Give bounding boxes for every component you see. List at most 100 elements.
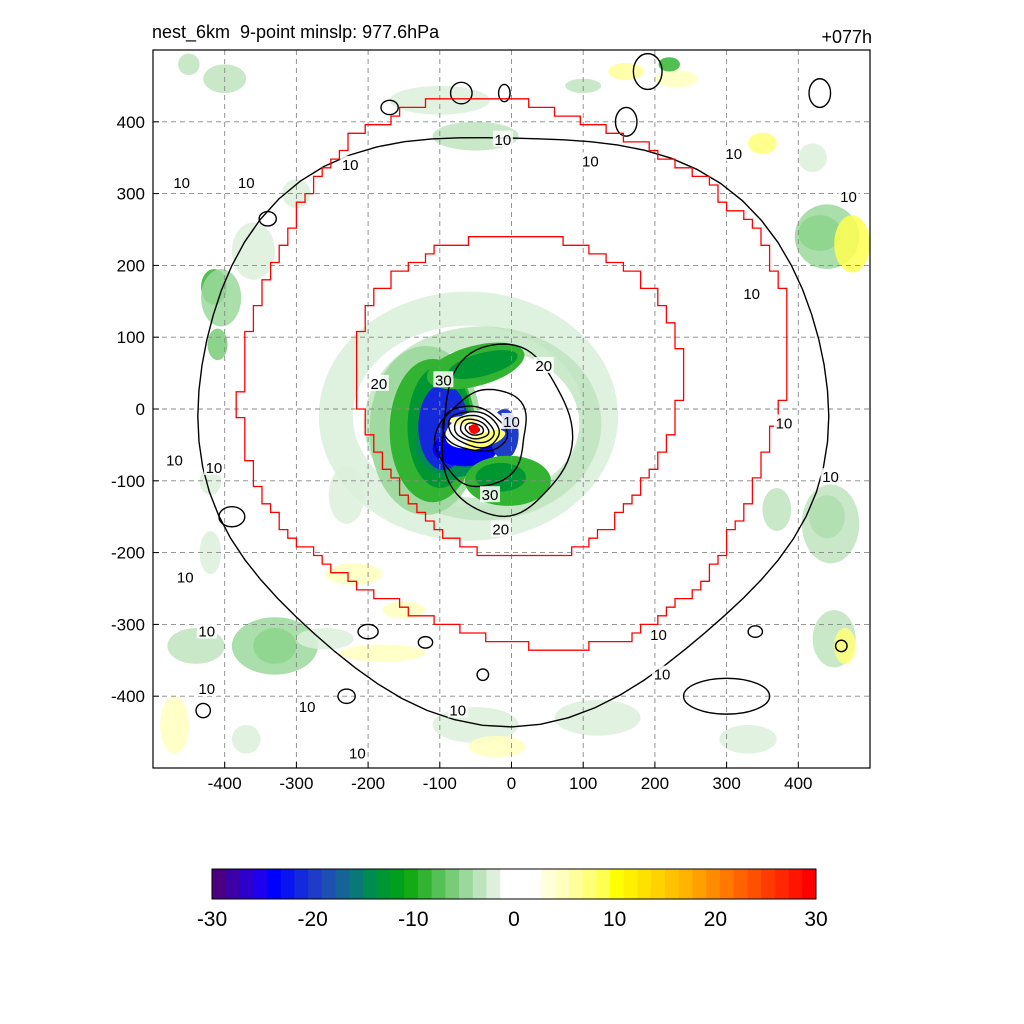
colorbar-tick-label: -10 — [398, 908, 428, 931]
colorbar-swatch — [678, 869, 693, 899]
contour-label: 10 — [725, 146, 742, 163]
contour-label-bg — [196, 680, 217, 697]
colorbar-swatch — [417, 869, 433, 899]
contour-loop — [747, 625, 764, 639]
storm-center-marker — [469, 424, 480, 435]
y-tick-label: -200 — [111, 544, 145, 563]
colorbar-swatch — [445, 869, 460, 899]
x-tick-label: 100 — [569, 774, 597, 793]
plot-area: 10 10 10 10 10 10 10 10 10 10 10 10 10 10 10 10 10 10 10 10… — [153, 50, 870, 768]
contour-label-bg — [838, 188, 859, 205]
y-tick-label: 100 — [117, 328, 145, 347]
shade-patch — [719, 724, 777, 754]
x-tick-label: 200 — [641, 774, 669, 793]
shade-patch — [468, 735, 526, 758]
shade-patch — [339, 644, 426, 662]
colorbar-swatch — [459, 869, 474, 899]
colorbar-swatch — [610, 869, 625, 899]
x-tick-label: 300 — [712, 774, 740, 793]
contour-label-bg — [175, 568, 196, 585]
contour-label-bg — [203, 458, 224, 475]
contour-loop — [449, 81, 473, 105]
colorbar-swatch — [500, 869, 515, 899]
contour-label: 10 — [349, 746, 366, 763]
colorbar-swatch — [294, 869, 309, 899]
colorbar-swatch — [761, 869, 776, 899]
colorbar-swatch — [706, 869, 721, 899]
shade-patch — [798, 143, 827, 173]
shade-patch — [801, 484, 860, 564]
contour-label: 20 — [371, 376, 388, 393]
contour-loop — [357, 623, 379, 640]
y-tick-label: 400 — [117, 113, 145, 132]
x-tick-label: -200 — [351, 774, 385, 793]
x-tick-label: -300 — [279, 774, 313, 793]
x-tick-label: 400 — [784, 774, 812, 793]
contour-loop — [632, 52, 663, 91]
shade-patch — [231, 617, 318, 675]
colorbar-swatch — [568, 869, 584, 899]
contour-label-bg — [773, 414, 794, 431]
contour-10 — [197, 136, 830, 728]
x-tick-label: -100 — [423, 774, 457, 793]
contour-label: 20 — [535, 358, 552, 375]
colorbar-swatch — [239, 869, 254, 899]
grid-lines — [153, 50, 870, 768]
shade-patch — [325, 563, 383, 585]
colorbar-swatch — [527, 869, 542, 899]
colorbar-swatch — [788, 869, 803, 899]
colorbar-swatch — [774, 869, 790, 899]
shade-patch — [608, 62, 645, 81]
colorbar-swatch — [582, 869, 597, 899]
contour-inner — [442, 405, 509, 452]
colorbar-swatch — [253, 869, 268, 899]
contour-label: 10 — [840, 189, 857, 206]
shade-band — [475, 462, 526, 492]
contour-label: 10 — [743, 286, 760, 303]
contour-label-bg — [236, 173, 257, 190]
nest-boundary-outer — [235, 98, 788, 651]
contour-labels: 10 10 10 10 10 10 10 10 10 10 10 10 10 10 10 10 10 10 10 10… — [164, 130, 859, 763]
contour-label-bg — [580, 152, 601, 169]
contour-label: 10 — [650, 627, 667, 644]
colorbar-frame — [211, 868, 817, 900]
shade-patch — [762, 488, 792, 532]
contour-label: 10 — [822, 469, 839, 486]
colorbar-tick-label: 20 — [704, 908, 727, 931]
contour-label: 10 — [177, 570, 194, 587]
contour-loop — [218, 505, 246, 528]
colorbar-swatch — [486, 869, 501, 899]
contour-loop — [195, 702, 212, 719]
shade-patch — [178, 53, 200, 76]
colorbar-tick-label: 10 — [603, 908, 626, 931]
contour-label-bg — [164, 451, 185, 468]
axes: -400 -300 -200 -100 0 100 200 300 400-400-300-20… — [111, 113, 813, 793]
colorbar-swatch — [266, 869, 282, 899]
contour-label: 10 — [206, 460, 223, 477]
shade-arc — [448, 350, 518, 379]
shade-patch — [160, 696, 189, 754]
shade-patch — [382, 601, 426, 619]
contour-label-bg — [492, 130, 513, 147]
contour-label-bg — [490, 520, 511, 537]
colorbar-swatch — [335, 869, 350, 899]
colorbar-swatch — [472, 869, 488, 899]
colorbar-swatch — [651, 869, 666, 899]
contour-label-bg — [297, 697, 318, 714]
contour-label: 10 — [166, 453, 183, 470]
colorbar-swatch — [623, 869, 639, 899]
shade-patch — [328, 466, 365, 524]
contour-lines — [195, 52, 848, 728]
contour-label-bg — [479, 486, 500, 503]
shade-eye — [464, 429, 506, 450]
colorbar-swatch — [637, 869, 652, 899]
contour-label: 10 — [299, 699, 316, 716]
contour-label-bg — [501, 412, 522, 429]
contour-label-bg — [741, 285, 762, 302]
forecast-hour-label: +077h — [821, 27, 872, 47]
y-tick-label: -100 — [111, 472, 145, 491]
y-tick-label: 200 — [117, 256, 145, 275]
shade-patch — [834, 215, 870, 273]
colorbar-swatch — [514, 869, 529, 899]
contour-label: 10 — [238, 175, 255, 192]
